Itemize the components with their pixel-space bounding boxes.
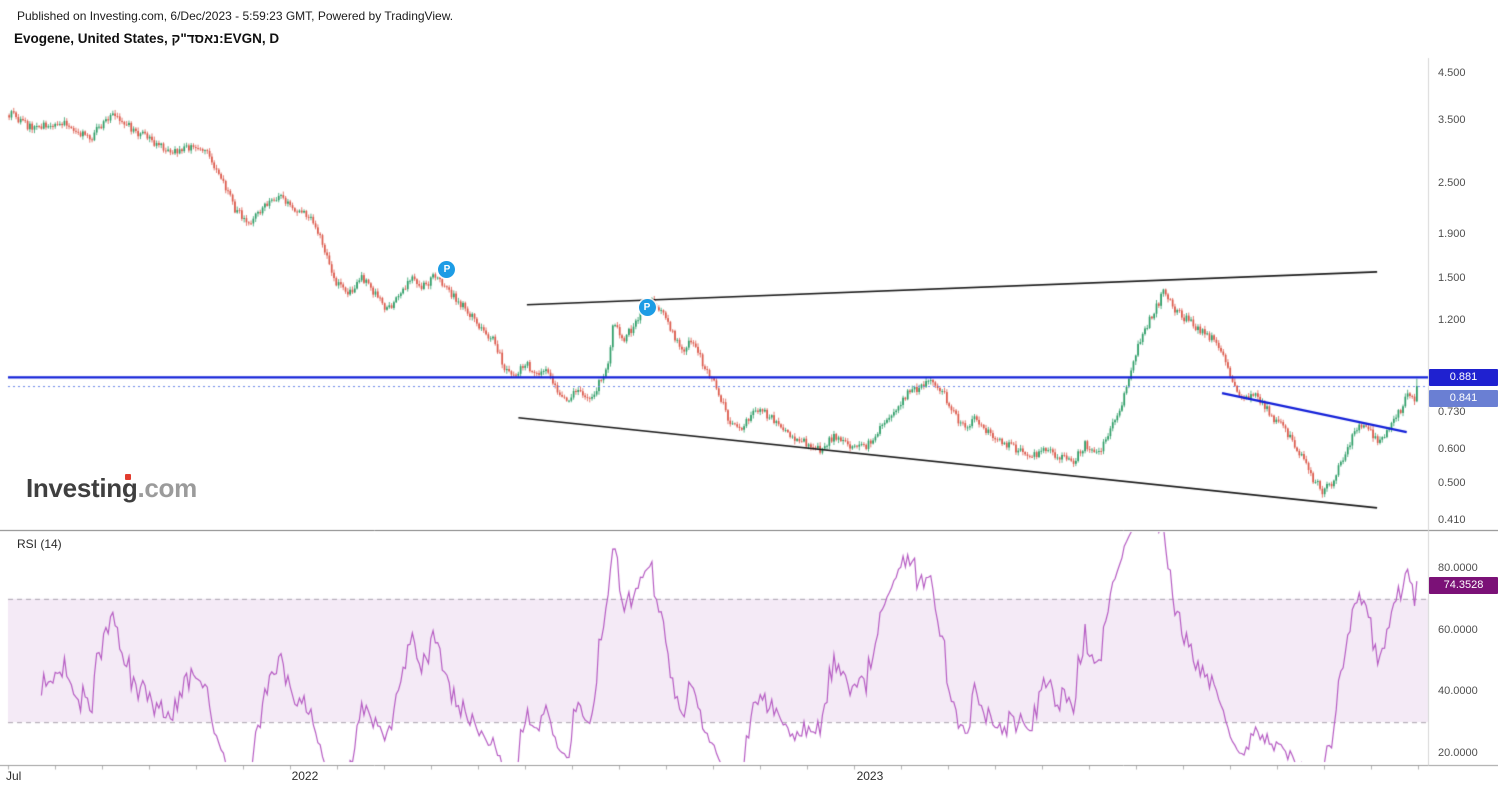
watermark-red-dot-icon xyxy=(125,474,131,480)
rsi-indicator-label: RSI (14) xyxy=(17,537,62,551)
chart-title: Evogene, United States, נאסד"ק:EVGN, D xyxy=(14,31,280,46)
watermark-name: Investing xyxy=(26,473,138,503)
last-price-badge: 0.841 xyxy=(1429,389,1498,407)
rsi-value-badge: 74.3528 xyxy=(1429,576,1498,594)
price-line-badge: 0.881 xyxy=(1429,368,1498,386)
publish-info: Published on Investing.com, 6/Dec/2023 -… xyxy=(17,9,454,23)
investing-watermark: Investing.com xyxy=(26,473,197,504)
watermark-tld: .com xyxy=(137,473,197,503)
